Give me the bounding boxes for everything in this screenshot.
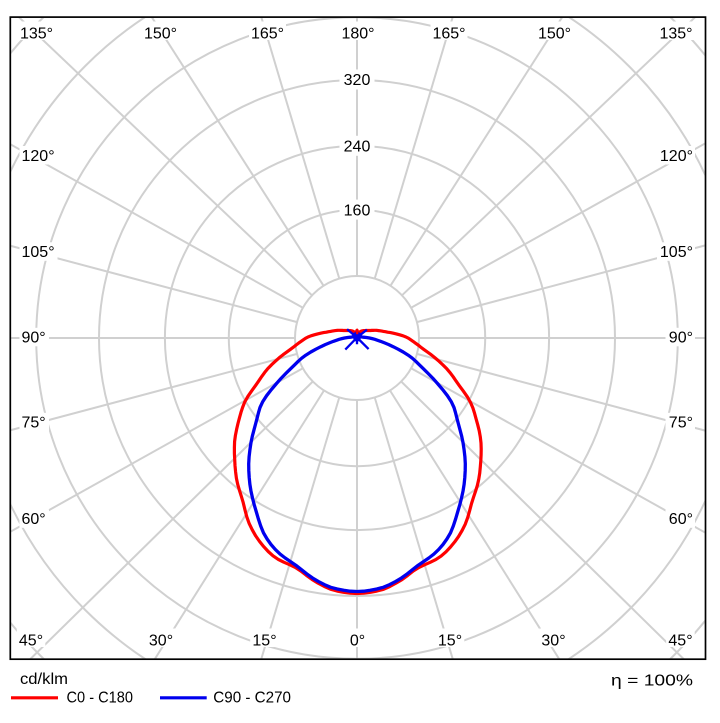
svg-text:45°: 45°: [668, 633, 692, 650]
svg-text:cd/klm: cd/klm: [20, 671, 68, 688]
svg-text:120°: 120°: [22, 148, 55, 165]
svg-text:105°: 105°: [660, 244, 693, 261]
svg-text:75°: 75°: [22, 415, 46, 432]
svg-text:45°: 45°: [19, 633, 43, 650]
svg-text:15°: 15°: [252, 633, 276, 650]
svg-text:15°: 15°: [438, 633, 462, 650]
svg-text:165°: 165°: [432, 26, 465, 43]
svg-text:30°: 30°: [149, 633, 173, 650]
svg-text:150°: 150°: [144, 26, 177, 43]
svg-text:135°: 135°: [659, 26, 692, 43]
svg-text:160: 160: [344, 202, 371, 219]
svg-text:30°: 30°: [541, 633, 565, 650]
svg-text:0°: 0°: [350, 633, 365, 650]
svg-text:60°: 60°: [669, 511, 693, 528]
svg-text:165°: 165°: [251, 26, 284, 43]
svg-text:135°: 135°: [20, 26, 53, 43]
svg-text:105°: 105°: [22, 244, 55, 261]
svg-text:C0 - C180: C0 - C180: [67, 690, 134, 707]
svg-text:240: 240: [344, 139, 371, 156]
svg-text:320: 320: [344, 72, 371, 89]
svg-text:180°: 180°: [341, 26, 374, 43]
svg-text:150°: 150°: [538, 26, 571, 43]
svg-text:90°: 90°: [22, 330, 46, 347]
svg-text:75°: 75°: [669, 415, 693, 432]
svg-text:C90 - C270: C90 - C270: [213, 690, 291, 707]
svg-text:η = 100%: η = 100%: [611, 673, 693, 690]
svg-text:90°: 90°: [669, 330, 693, 347]
svg-text:120°: 120°: [660, 148, 693, 165]
svg-text:60°: 60°: [22, 511, 46, 528]
